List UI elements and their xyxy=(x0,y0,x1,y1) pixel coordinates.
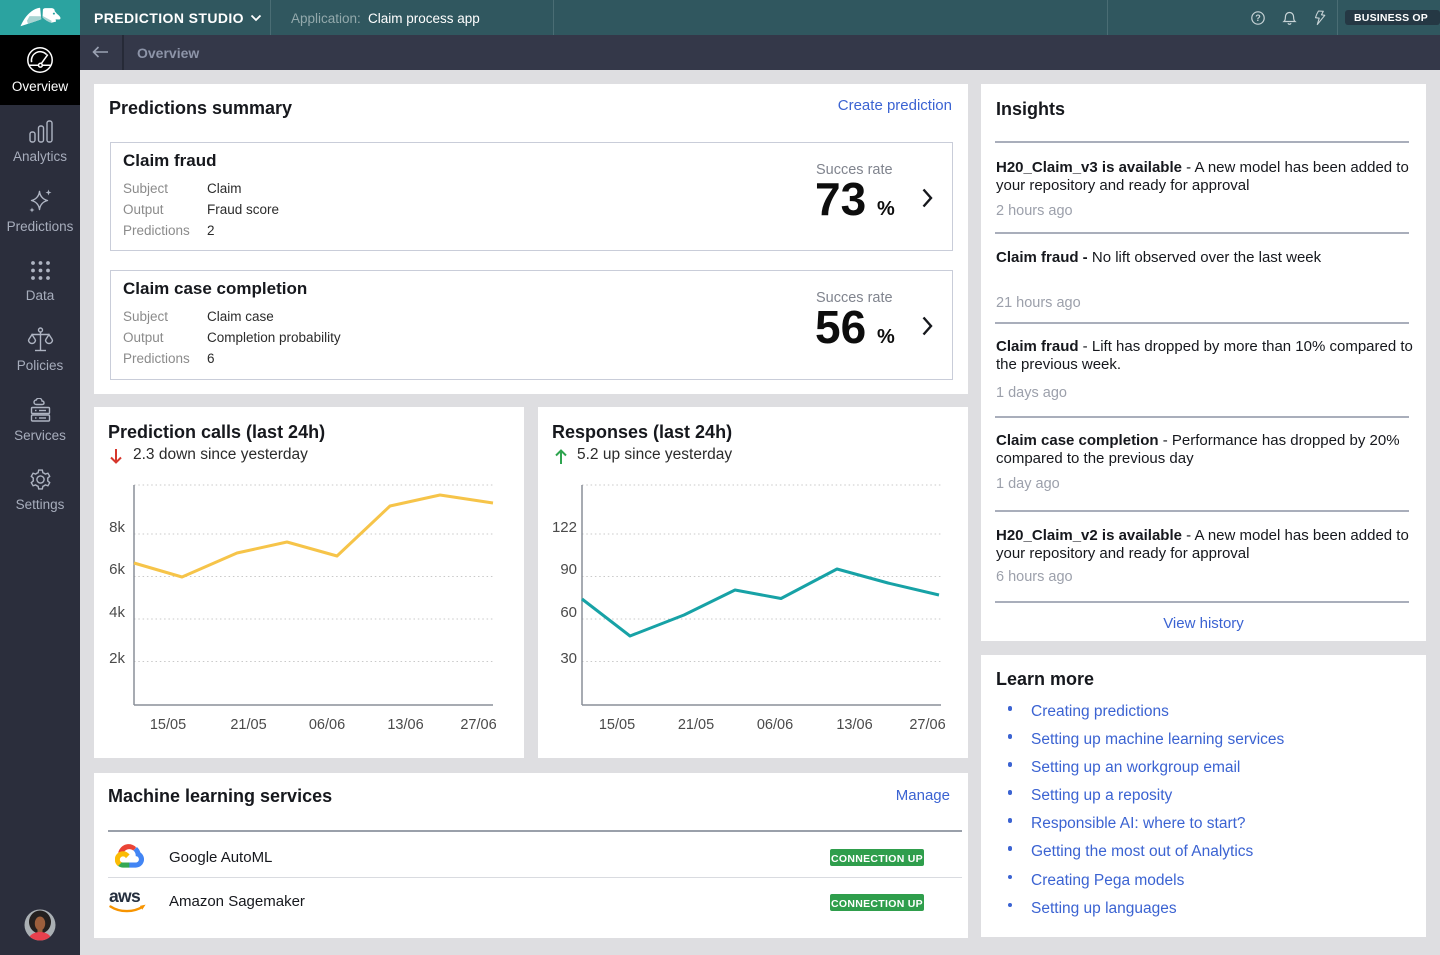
svg-text:2k: 2k xyxy=(109,650,125,667)
svg-text:27/06: 27/06 xyxy=(909,717,945,733)
svg-text:21/05: 21/05 xyxy=(230,717,266,733)
svg-text:15/05: 15/05 xyxy=(599,717,635,733)
svg-text:21/05: 21/05 xyxy=(678,717,714,733)
svg-text:6k: 6k xyxy=(109,561,125,578)
svg-text:4k: 4k xyxy=(109,604,125,621)
svg-text:122: 122 xyxy=(552,519,577,536)
svg-text:90: 90 xyxy=(560,561,577,578)
svg-text:13/06: 13/06 xyxy=(387,717,423,733)
svg-text:60: 60 xyxy=(560,604,577,621)
svg-text:06/06: 06/06 xyxy=(757,717,793,733)
svg-text:15/05: 15/05 xyxy=(150,717,186,733)
svg-text:30: 30 xyxy=(560,650,577,667)
svg-text:27/06: 27/06 xyxy=(460,717,496,733)
svg-text:?: ? xyxy=(1255,13,1261,23)
svg-text:13/06: 13/06 xyxy=(836,717,872,733)
svg-text:8k: 8k xyxy=(109,519,125,536)
svg-text:aws: aws xyxy=(109,886,141,906)
svg-text:06/06: 06/06 xyxy=(309,717,345,733)
